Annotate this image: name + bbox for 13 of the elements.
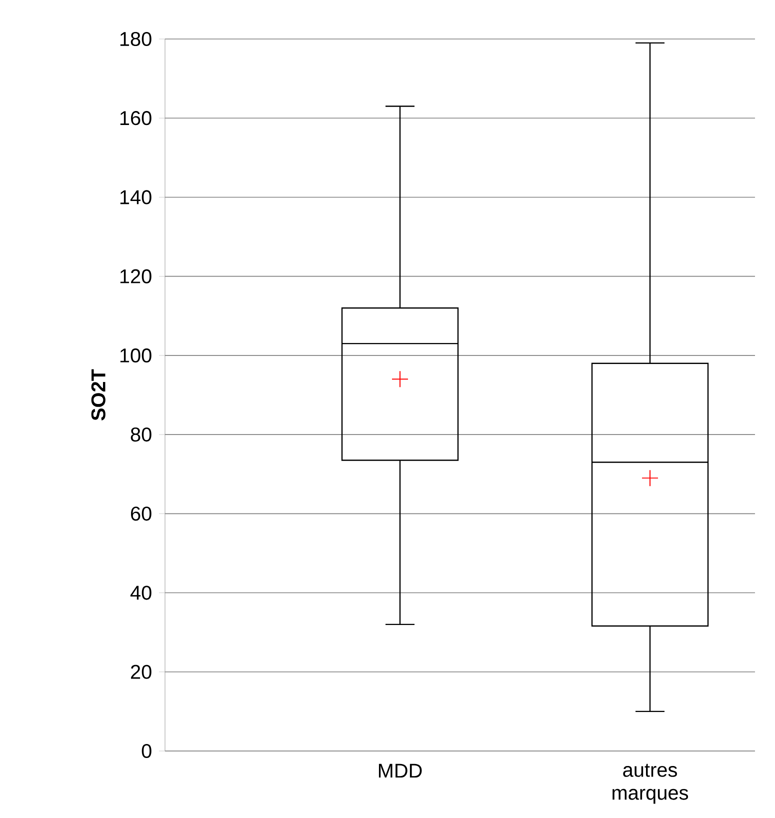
y-tick-label: 160 bbox=[120, 111, 152, 126]
y-tick-label: 100 bbox=[120, 348, 152, 362]
y-tick-label: 0 bbox=[142, 744, 152, 758]
y-axis-title: SO2T bbox=[91, 369, 106, 420]
y-tick-label: 120 bbox=[120, 269, 152, 284]
y-tick-label: 80 bbox=[130, 428, 152, 442]
y-tick-label: 180 bbox=[120, 32, 152, 46]
y-tick-label: 140 bbox=[120, 190, 152, 204]
y-tick-label: 20 bbox=[130, 664, 152, 679]
x-tick-label: MDD bbox=[378, 764, 422, 778]
y-tick-label: 60 bbox=[131, 506, 152, 521]
y-tick-label: 40 bbox=[130, 586, 152, 600]
x-tick-label: autres marques bbox=[612, 764, 688, 804]
